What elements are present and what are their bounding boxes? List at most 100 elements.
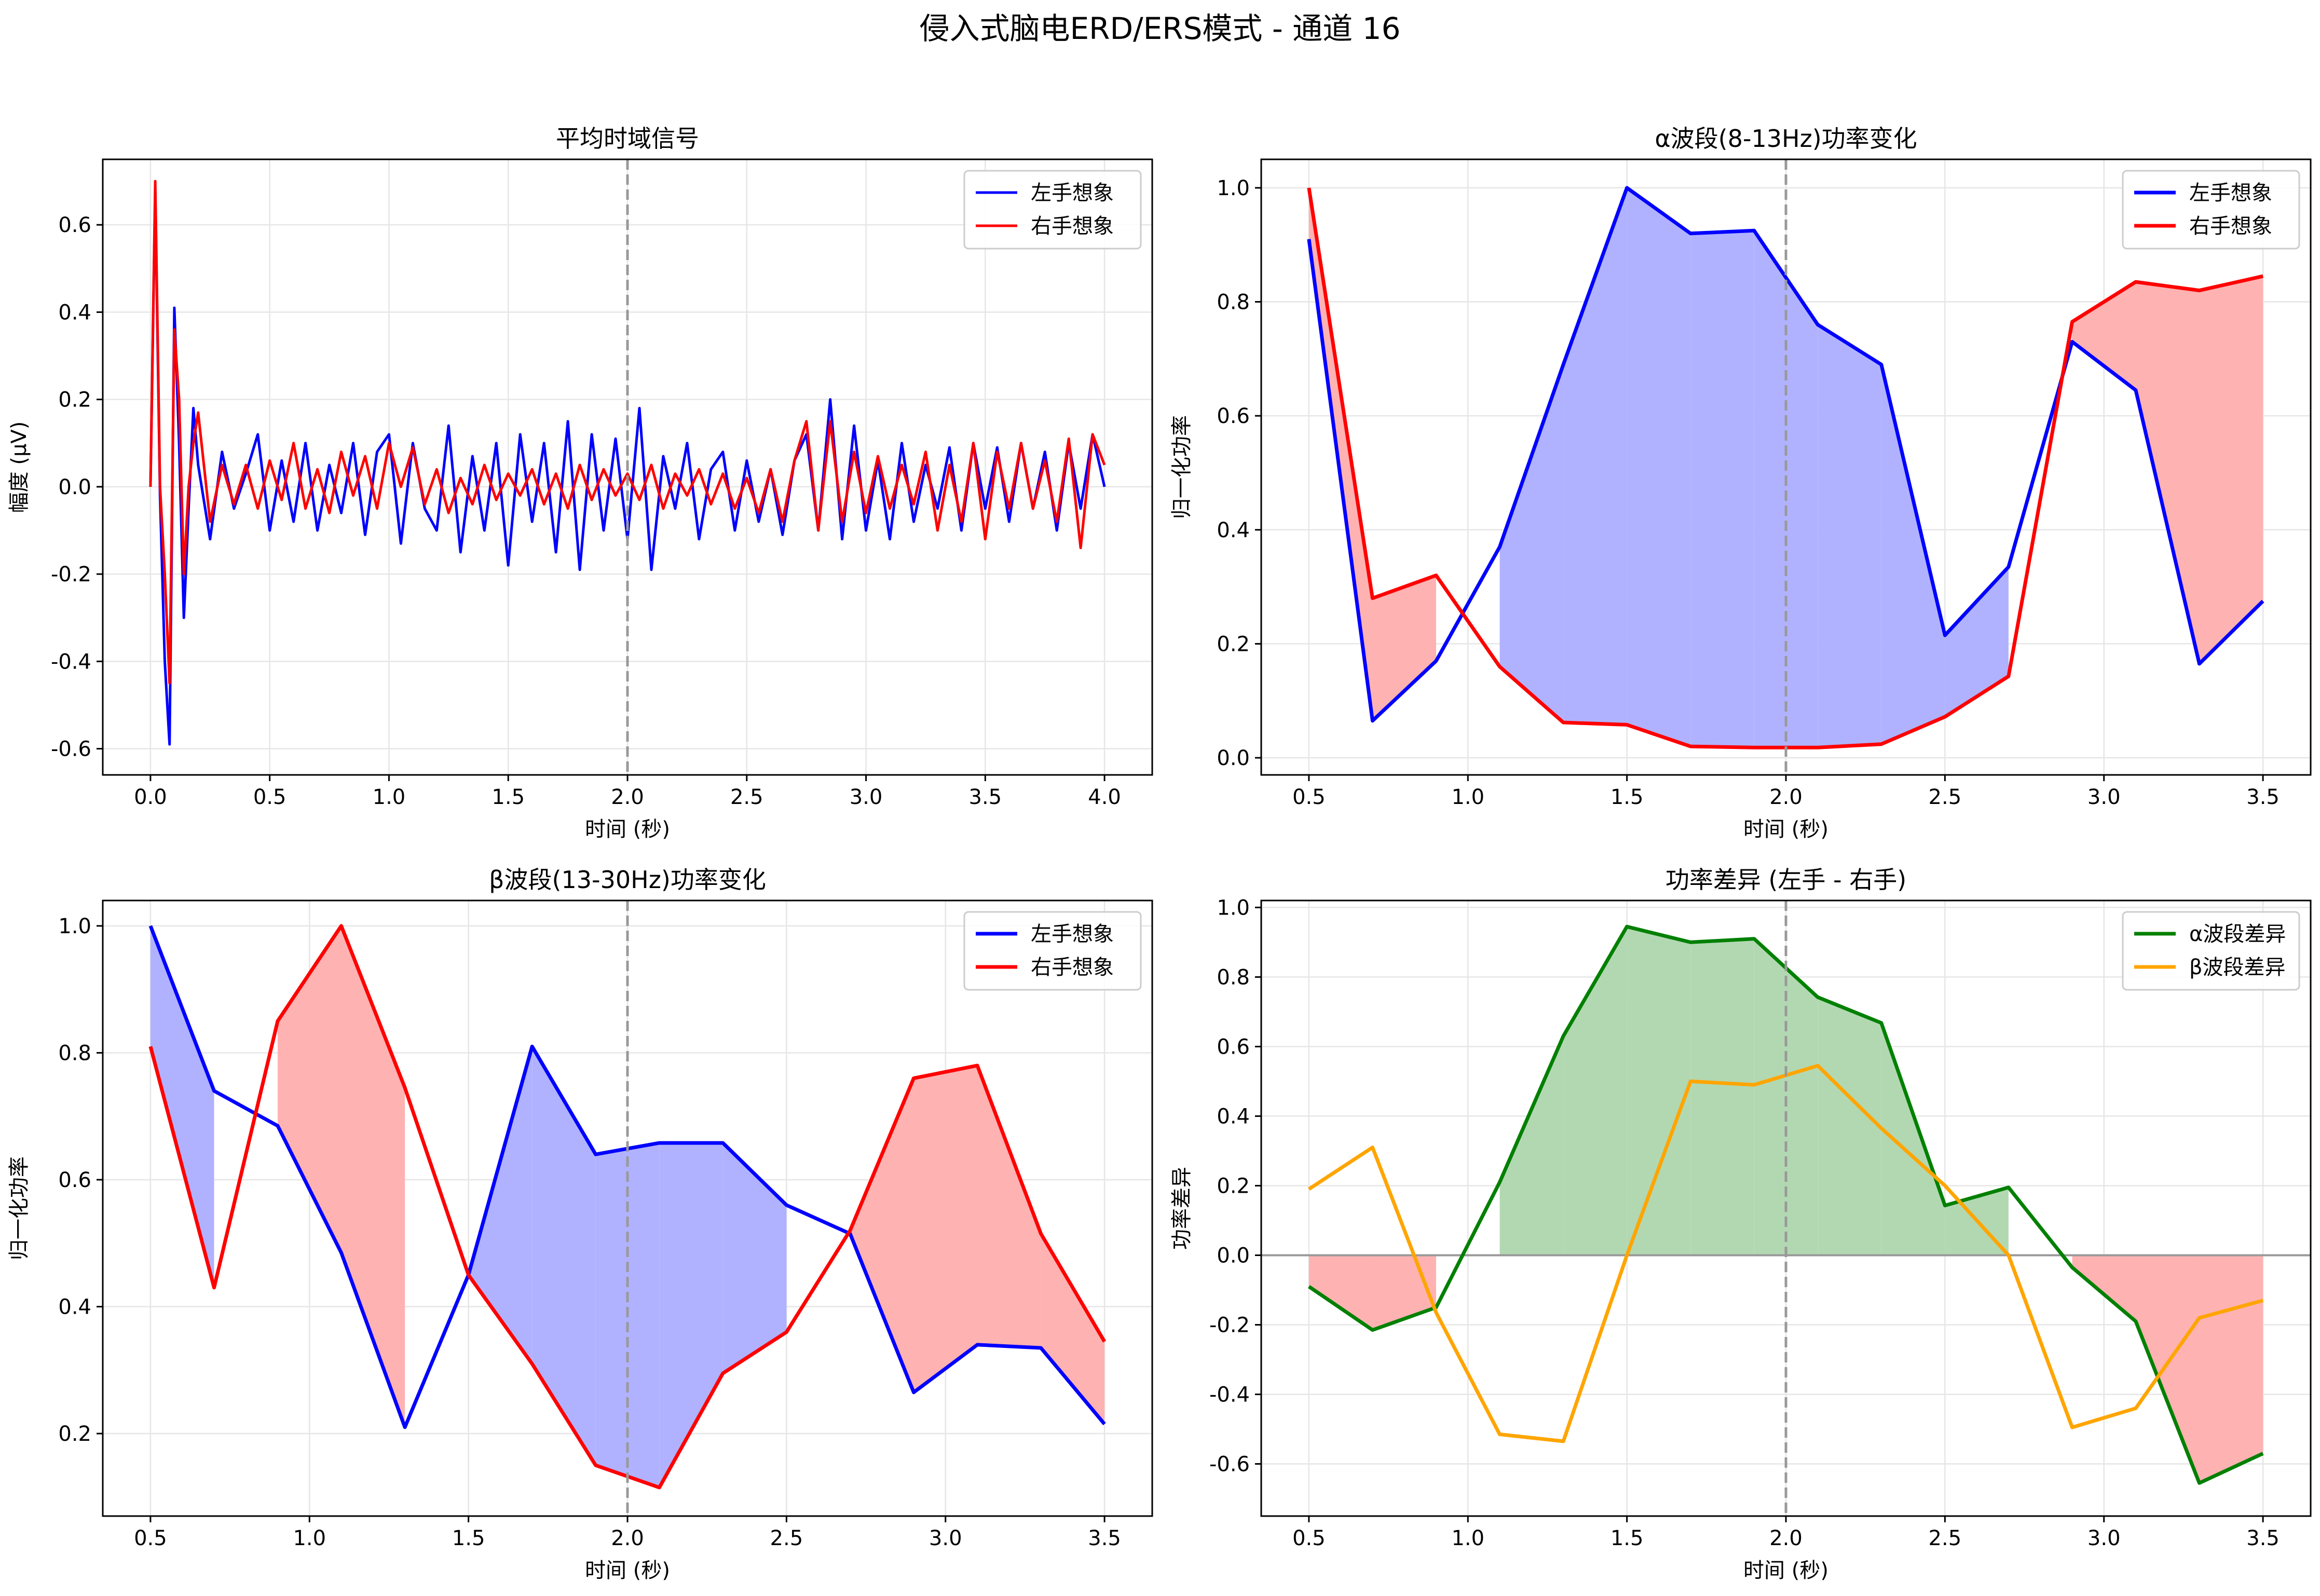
x-tick-label: 2.5 <box>1929 1526 1962 1550</box>
fill-positive-difference <box>1881 1022 1945 1256</box>
x-tick-label: 2.5 <box>770 1526 803 1550</box>
x-tick-label: 2.5 <box>1929 785 1962 809</box>
y-axis-label: 幅度 (μV) <box>7 421 31 513</box>
y-tick-label: 0.2 <box>1217 632 1250 656</box>
legend-box <box>963 170 1142 250</box>
fill-negative-difference <box>2072 1255 2136 1321</box>
legend-box <box>2122 911 2300 991</box>
x-tick-label: 3.5 <box>2246 1526 2280 1550</box>
fill-right-higher <box>1372 575 1436 721</box>
fill-right-higher <box>2072 282 2136 390</box>
x-tick-label: 3.0 <box>929 1526 962 1550</box>
y-tick-label: -0.4 <box>51 650 91 674</box>
fill-right-higher <box>913 1065 977 1393</box>
y-axis-label: 归一化功率 <box>7 1156 31 1260</box>
y-tick-label: 0.2 <box>1217 1174 1250 1198</box>
legend-label: β波段差异 <box>2189 956 2286 979</box>
series-line-a <box>149 188 1106 746</box>
y-axis-label: 功率差异 <box>1170 1167 1194 1250</box>
y-tick-label: 1.0 <box>58 915 91 938</box>
legend-box <box>963 911 1142 991</box>
y-tick-label: 0.4 <box>58 301 91 324</box>
fill-left-higher <box>1499 364 1564 722</box>
legend-label: 右手想象 <box>1031 214 1114 238</box>
x-tick-label: 1.0 <box>1451 1526 1484 1550</box>
fill-left-higher <box>1627 187 1691 747</box>
fill-negative-difference <box>1308 1255 1373 1330</box>
y-tick-label: -0.2 <box>1209 1313 1250 1337</box>
fill-negative-difference <box>2136 1255 2200 1483</box>
x-tick-label: 3.0 <box>2087 785 2121 809</box>
x-tick-label: 1.5 <box>1611 1526 1644 1550</box>
x-tick-label: 1.0 <box>373 785 406 809</box>
y-tick-label: -0.2 <box>51 563 91 586</box>
y-tick-label: -0.6 <box>51 738 91 761</box>
fill-left-higher <box>659 1143 723 1488</box>
panel-title: β波段(13-30Hz)功率变化 <box>489 866 766 894</box>
legend-label: 右手想象 <box>2189 214 2272 238</box>
power-difference-panel: 0.5 1.0 1.5 2.0 2.5 3.0 3.5 -0.6 -0.4 -0.2 0.0 0.2 0… <box>1170 866 2312 1583</box>
fill-positive-difference <box>1627 926 1691 1256</box>
x-tick-label: 3.0 <box>850 785 883 809</box>
y-tick-label: 0.2 <box>58 388 91 412</box>
y-tick-label: 0.4 <box>1217 519 1250 542</box>
y-tick-label: 0.8 <box>1217 291 1250 315</box>
fill-left-higher <box>1881 364 1945 744</box>
x-tick-label: 3.0 <box>2087 1526 2121 1550</box>
series-line-a <box>1307 186 2264 723</box>
beta-power-panel: 0.5 1.0 1.5 2.0 2.5 3.0 3.5 0.2 0.4 0.6 0.8 1.0 β波段(… <box>7 866 1153 1583</box>
y-tick-label: 0.0 <box>58 475 91 499</box>
panel-title: α波段(8-13Hz)功率变化 <box>1655 125 1917 153</box>
time-domain-panel: 0.0 0.5 1.0 1.5 2.0 2.5 3.0 3.5 4.0 -0.6 -0.4 -0.2 0… <box>7 125 1153 841</box>
x-tick-label: 0.0 <box>134 785 167 809</box>
x-tick-label: 0.5 <box>1292 785 1326 809</box>
y-tick-label: 0.6 <box>58 1168 91 1192</box>
fill-left-higher <box>1754 230 1818 748</box>
fill-right-higher <box>341 925 405 1427</box>
x-axis-label: 时间 (秒) <box>585 1559 670 1583</box>
x-tick-label: 1.5 <box>1611 785 1644 809</box>
fill-right-higher <box>977 1065 1041 1348</box>
figure-suptitle: 侵入式脑电ERD/ERS模式 - 通道 16 <box>919 11 1401 46</box>
y-axis-label: 归一化功率 <box>1170 415 1194 519</box>
y-tick-label: 0.6 <box>58 213 91 237</box>
fill-left-higher <box>1945 567 2009 717</box>
x-tick-label: 2.0 <box>611 785 644 809</box>
fill-negative-difference <box>2199 1255 2263 1483</box>
fill-left-higher <box>532 1046 596 1466</box>
legend-label: 右手想象 <box>1031 956 1114 979</box>
y-tick-label: 1.0 <box>1217 896 1250 920</box>
fill-left-higher <box>722 1143 787 1373</box>
fill-left-higher <box>1690 230 1754 748</box>
legend-label: 左手想象 <box>1031 922 1114 946</box>
legend-label: α波段差异 <box>2189 922 2286 946</box>
fill-left-higher <box>150 925 214 1288</box>
fill-positive-difference <box>1499 1036 1564 1256</box>
fill-right-higher <box>850 1078 914 1393</box>
x-tick-label: 2.0 <box>1769 1526 1803 1550</box>
alpha-power-panel: 0.5 1.0 1.5 2.0 2.5 3.0 3.5 0.0 0.2 0.4 0.6 0.8 1.0 α… <box>1170 125 2312 841</box>
fill-positive-difference <box>1690 938 1754 1256</box>
fill-positive-difference <box>1818 997 1881 1256</box>
fill-positive-difference <box>1563 926 1627 1256</box>
x-tick-label: 2.0 <box>611 1526 644 1550</box>
x-tick-label: 3.5 <box>969 785 1002 809</box>
x-tick-label: 1.0 <box>1451 785 1484 809</box>
panel-title: 功率差异 (左手 - 右手) <box>1666 866 1906 894</box>
y-tick-label: 0.8 <box>58 1041 91 1065</box>
x-tick-label: 2.5 <box>730 785 763 809</box>
legend-label: 左手想象 <box>2189 181 2272 205</box>
x-tick-label: 1.5 <box>452 1526 485 1550</box>
y-tick-label: 0.6 <box>1217 1035 1250 1059</box>
fill-right-higher <box>278 925 342 1253</box>
y-tick-label: 0.0 <box>1217 1244 1250 1267</box>
y-tick-label: -0.4 <box>1209 1383 1250 1407</box>
y-tick-label: -0.6 <box>1209 1452 1250 1476</box>
x-tick-label: 0.5 <box>1292 1526 1326 1550</box>
fill-right-higher <box>1041 1233 1105 1424</box>
y-tick-label: 0.0 <box>1217 746 1250 770</box>
fill-left-higher <box>1563 187 1627 725</box>
x-tick-label: 4.0 <box>1088 785 1121 809</box>
x-tick-label: 1.0 <box>293 1526 326 1550</box>
